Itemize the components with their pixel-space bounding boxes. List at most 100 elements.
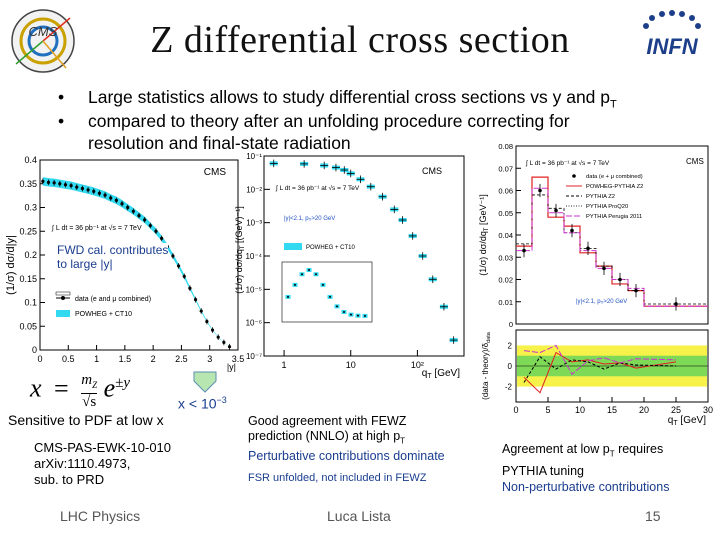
x-axis-label: |y| — [227, 362, 236, 372]
data-point — [86, 188, 90, 192]
bullet-2: • compared to theory after an unfolding p… — [58, 111, 570, 131]
data-point — [182, 274, 186, 278]
cms-label: CMS — [204, 167, 227, 178]
ratio-tick-label: -2 — [505, 383, 513, 392]
x-tick-label: 2 — [151, 354, 156, 364]
data-point — [126, 205, 130, 210]
x-tick-label: 0 — [37, 354, 42, 364]
x-tick-label: 10 — [575, 405, 585, 415]
x-tick-label: 2.5 — [175, 354, 188, 364]
svg-text:INFN: INFN — [646, 34, 698, 59]
data-point — [586, 246, 590, 251]
y-tick-label: 0.35 — [19, 179, 37, 189]
data-point — [131, 209, 135, 213]
data-point — [41, 179, 45, 183]
cms-logo: CMS — [11, 9, 75, 73]
y-tick-label: 10⁻⁴ — [245, 252, 262, 261]
x-tick-label: 3.5 — [232, 354, 245, 364]
data-point — [227, 345, 232, 349]
data-point — [199, 309, 203, 313]
legend-label: PYTHIA Perugia 2011 — [586, 214, 642, 220]
ratio-tick-label: 2 — [508, 341, 513, 350]
x-tick-label: 30 — [703, 405, 713, 415]
x-tick-label: 15 — [607, 405, 617, 415]
data-point — [602, 266, 606, 271]
y-tick-label: 0 — [509, 320, 513, 329]
inset-point — [343, 310, 345, 313]
inset-point — [315, 273, 317, 276]
data-point — [75, 185, 79, 189]
data-point — [618, 277, 622, 282]
data-point — [109, 196, 113, 200]
x-tick-label: 0.5 — [62, 354, 75, 364]
legend-data: data (e and μ combined) — [75, 296, 151, 303]
inset-point — [357, 314, 359, 317]
x-tick-label: 20 — [639, 405, 649, 415]
y-tick-label: 10⁻⁶ — [246, 319, 262, 328]
lumi-label: ∫ L dt = 36 pb⁻¹ at √s = 7 TeV — [275, 184, 360, 192]
data-point — [103, 193, 107, 197]
x-tick-label: 1.5 — [119, 354, 132, 364]
data-point — [160, 236, 164, 240]
y-tick-label: 0.4 — [24, 155, 37, 165]
cms-label: CMS — [422, 166, 442, 176]
data-point — [97, 191, 101, 195]
x-small-note: x < 10−3 — [178, 395, 227, 412]
arrow-icon — [193, 371, 217, 393]
reference: CMS-PAS-EWK-10-010 arXiv:1110.4973, sub. t… — [34, 440, 172, 487]
y-tick-label: 0.25 — [19, 226, 37, 236]
y-tick-label: 10⁻¹ — [246, 152, 262, 161]
data-point — [171, 254, 175, 258]
y-tick-label: 0.08 — [498, 142, 513, 151]
x-tick-label: 25 — [671, 405, 681, 415]
slide-title: Z differential cross section — [150, 19, 570, 61]
powheg-band — [42, 177, 230, 347]
data-point — [193, 298, 198, 302]
y-axis-label: (1/σ) dσ/d|y| — [5, 235, 17, 295]
y-tick-label: 0.06 — [498, 187, 513, 196]
data-point — [177, 264, 181, 268]
x-tick-label: 1 — [94, 354, 99, 364]
data-point — [554, 208, 558, 213]
y-tick-label: 0.1 — [24, 298, 37, 308]
legend-marker — [572, 174, 576, 178]
bullet-2-cont: resolution and final-state radiation — [88, 133, 351, 153]
y-tick-label: 0.07 — [498, 164, 513, 173]
lumi-label: ∫ L dt = 36 pb⁻¹ at √s = 7 TeV — [51, 224, 142, 232]
data-point — [120, 202, 124, 206]
inset-point — [294, 283, 296, 286]
qt-linear-chart: 0 5 10 15 20 25 3000.010.020.030.040.050.060.0… — [478, 142, 713, 425]
ratio-tick-label: 0 — [508, 362, 513, 371]
data-point — [522, 248, 526, 253]
y-tick-label: 10⁻⁷ — [246, 352, 262, 361]
inset-point — [364, 314, 366, 317]
y-tick-label: 0.01 — [498, 298, 513, 307]
y-tick-label: 0.03 — [498, 253, 513, 262]
y-tick-label: 0.02 — [498, 276, 513, 285]
footer-center: Luca Lista — [327, 508, 391, 524]
inset-point — [329, 295, 331, 298]
y-tick-label: 10⁻³ — [246, 219, 262, 228]
data-point — [570, 228, 574, 233]
y-tick-label: 10⁻² — [246, 185, 262, 194]
legend-label: PYTHIA ProQ20 — [586, 204, 628, 210]
data-point — [148, 223, 152, 228]
inset-point — [308, 269, 310, 271]
y-axis-label: (1/σ) dσ/dqT [(GeV)⁻¹] — [234, 206, 246, 294]
x-axis-label: qT [GeV] — [668, 415, 706, 425]
data-point — [137, 213, 141, 218]
y-axis-label: (1/σ) dσ/dqT [GeV⁻¹] — [478, 194, 490, 276]
ratio-powheg-line — [523, 351, 677, 394]
x-tick-label: 10 — [346, 360, 356, 370]
formula: x = mZ √s e±y — [30, 371, 131, 410]
data-point — [154, 229, 158, 233]
data-point — [58, 182, 62, 186]
y-tick-label: 10⁻⁵ — [246, 285, 262, 294]
inset-point — [336, 305, 338, 308]
data-point — [92, 189, 96, 193]
ratio-pythia-line — [523, 356, 677, 383]
inset-frame — [281, 261, 373, 323]
data-point — [222, 340, 226, 344]
data-point — [210, 328, 215, 332]
data-point — [52, 181, 56, 185]
